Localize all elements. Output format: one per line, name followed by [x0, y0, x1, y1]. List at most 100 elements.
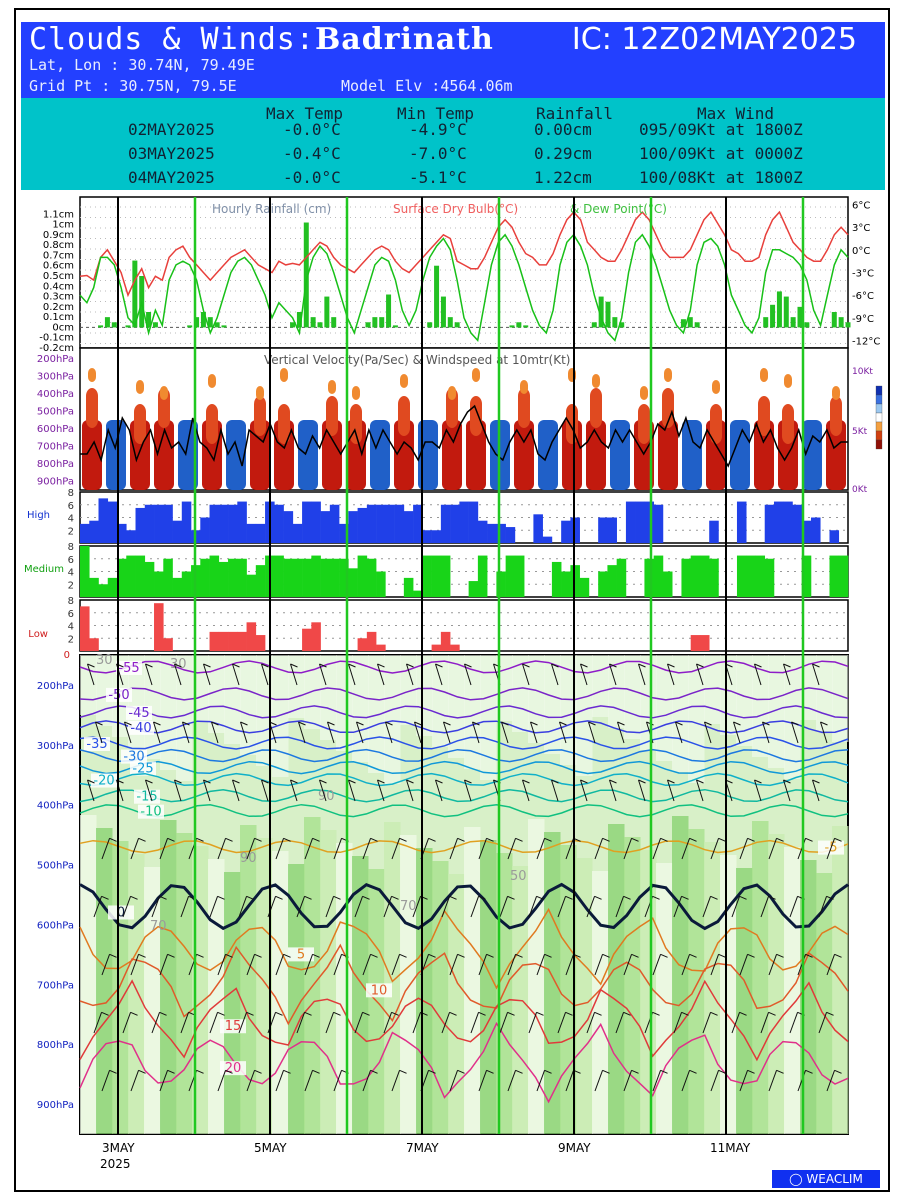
rain-axis-tick: -0.1cm [39, 333, 74, 344]
medium-cloud-bar [431, 555, 442, 597]
temp-axis-tick: -12°C [852, 336, 880, 347]
wind-barb-flag [486, 1069, 494, 1074]
wind-barb [182, 721, 190, 744]
humidity-band [336, 843, 353, 1134]
wind-barb-flag [319, 779, 327, 784]
downdraft-block [442, 420, 462, 490]
wind-barb-flag [747, 953, 755, 958]
high-cloud-bar [829, 530, 840, 543]
wind-barb-flag [399, 953, 407, 958]
high-cloud-bar [450, 504, 460, 543]
downdraft-edge [136, 380, 144, 394]
row-date: 02MAY2025 [128, 120, 215, 139]
wind-barb-flag [675, 721, 683, 726]
pressure-tick: 900hPa [37, 477, 74, 488]
wind-barb [304, 954, 314, 976]
downdraft-edge [448, 386, 456, 400]
humidity-band [784, 655, 801, 779]
row-wind: 100/09Kt at 0000Z [639, 144, 803, 163]
wind-barb [159, 954, 169, 976]
wind-barb-flag [391, 895, 399, 900]
cloud-axis-tick: 8 [68, 542, 74, 553]
isotherm-label: 15 [225, 1019, 242, 1034]
wind-barb-flag [507, 895, 515, 900]
wind-barb [826, 838, 836, 860]
date-tick: 5MAY [254, 1141, 287, 1155]
downdraft-block [754, 420, 774, 490]
rain-bar [317, 322, 323, 328]
wind-barb [617, 721, 625, 744]
wind-barb-flag [87, 779, 95, 784]
downdraft-edge [784, 374, 792, 388]
wind-barb-flag [124, 721, 132, 726]
wind-barb-flag [710, 895, 718, 900]
isotherm-label-bg [130, 761, 156, 776]
pressure-tick: 200hPa [37, 354, 74, 365]
low-cloud-bar [311, 622, 321, 651]
wind-barb-flag [783, 779, 791, 784]
wind-barb [159, 1070, 169, 1092]
humidity-band [592, 871, 609, 1134]
wind-barb [826, 954, 836, 976]
wind-barb [522, 663, 530, 686]
humidity-band [736, 655, 753, 746]
rain-bar [447, 317, 453, 328]
wind-barb [826, 1070, 836, 1092]
wind-barb [87, 663, 95, 686]
wind-barb-flag [449, 895, 457, 900]
wind-barb [812, 779, 820, 802]
humidity-band [288, 864, 305, 1134]
wind-barb [391, 1070, 401, 1092]
wind-barb [362, 838, 372, 860]
humidity-band [736, 868, 753, 1134]
wind-barb [304, 1070, 314, 1092]
wind-barb-flag [232, 779, 240, 784]
isotherm-line [79, 839, 849, 854]
wind-barb-flag [739, 1011, 747, 1016]
medium-cloud-bar [505, 555, 516, 597]
wind-barb [385, 721, 393, 744]
wind-barb [327, 721, 335, 744]
downdraft-block [514, 420, 534, 490]
high-cloud-bar [468, 501, 479, 543]
wind-barb [122, 896, 132, 918]
high-cloud-bar [339, 523, 349, 543]
wind-barb [704, 721, 712, 744]
high-cloud-bar [394, 504, 405, 543]
downdraft-core [710, 404, 722, 444]
wind-barb [594, 1070, 604, 1092]
medium-cloud-bar [598, 571, 608, 597]
wind-barb-flag [652, 895, 660, 900]
wind-barb [820, 721, 828, 744]
downdraft-core [638, 404, 650, 444]
rain-bar [797, 306, 803, 328]
col-max-wind: Max Wind [697, 104, 775, 123]
wind-barb-flag [327, 721, 335, 726]
velocity-key-swatch [875, 430, 883, 441]
wind-barb [174, 779, 182, 802]
rain-bar [776, 291, 782, 328]
wind-barb [499, 1012, 509, 1034]
row-min-temp: -5.1°C [409, 168, 467, 187]
wind-barb [435, 663, 443, 686]
wind-barb-flag [689, 1069, 697, 1074]
pressure-tick: 600hPa [37, 424, 74, 435]
wind-barb [356, 721, 364, 744]
rain-bar [194, 317, 200, 328]
humidity-band [832, 655, 849, 742]
high-cloud-bar [801, 520, 812, 543]
rain-bar [214, 322, 220, 328]
wind-barb [818, 1012, 828, 1034]
medium-cloud-bar [292, 558, 303, 597]
wind-barb [739, 954, 749, 976]
medium-cloud-bar [274, 555, 284, 597]
rain-bar [783, 296, 789, 328]
low-cloud-bar [154, 603, 164, 651]
isotherm-line [79, 660, 849, 674]
wind-barb [449, 1070, 459, 1092]
wind-barb-flag [834, 1069, 842, 1074]
high-cloud-bar [181, 501, 192, 543]
wind-barb [768, 954, 778, 976]
high-cloud-bar [477, 520, 488, 543]
